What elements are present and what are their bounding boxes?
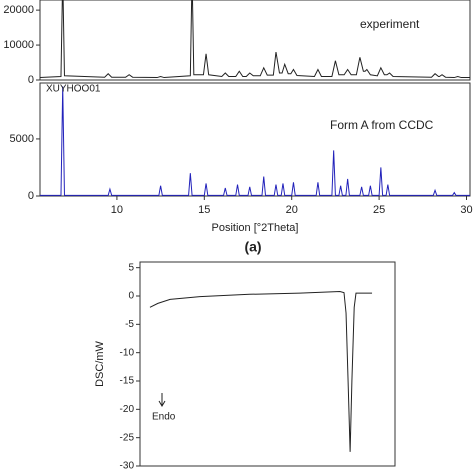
y-tick-label: 5 (128, 262, 134, 273)
caption: (a) (244, 239, 261, 255)
y-axis-label: DSC/mW (94, 340, 106, 386)
data-line (40, 86, 470, 196)
x-axis-label: Position [°2Theta] (212, 222, 299, 234)
plot-frame (39, 0, 471, 81)
annotation: experiment (360, 17, 420, 31)
y-tick-label: -10 (120, 347, 135, 358)
y-tick-label: 0 (28, 74, 34, 86)
y-tick-label: 20000 (3, 4, 34, 16)
annotation: Endo (152, 412, 176, 423)
x-tick-label: 10 (111, 204, 123, 216)
y-tick-label: 0 (128, 291, 134, 302)
y-tick-label: 0 (28, 190, 34, 202)
x-tick-label: 20 (286, 204, 298, 216)
y-tick-label: 5000 (10, 133, 34, 145)
data-line (40, 0, 470, 79)
series-label: XUYHOO01 (46, 84, 101, 95)
y-tick-label: -20 (120, 404, 135, 415)
y-tick-label: -25 (120, 432, 135, 443)
x-tick-label: 30 (460, 204, 472, 216)
y-tick-label: -5 (125, 319, 134, 330)
plot-frame (39, 82, 471, 197)
endo-arrow (158, 393, 166, 407)
data-line (149, 290, 373, 452)
y-tick-label: 10000 (3, 39, 34, 51)
x-tick-label: 15 (198, 204, 210, 216)
y-tick-label: -15 (120, 376, 135, 387)
annotation: Form A from CCDC (330, 118, 434, 132)
plot-frame (139, 261, 396, 467)
x-tick-label: 25 (373, 204, 385, 216)
y-tick-label: -30 (120, 461, 135, 472)
